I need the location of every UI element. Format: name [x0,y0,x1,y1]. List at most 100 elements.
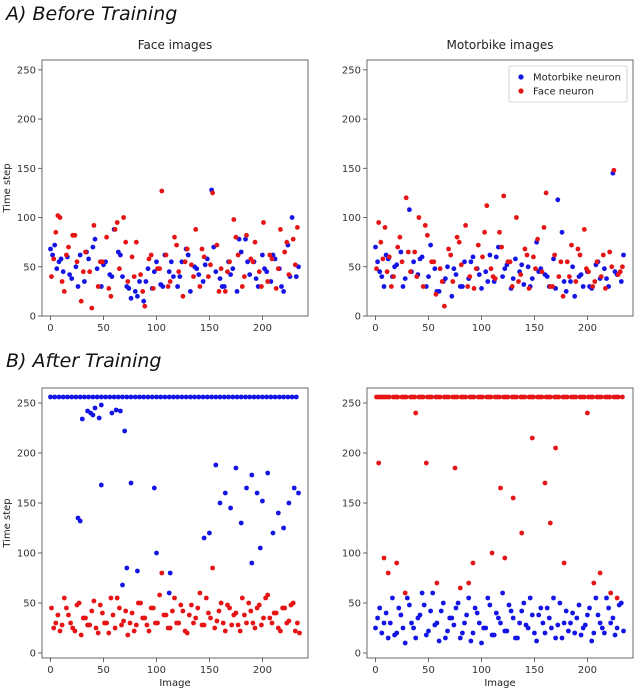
data-point [49,605,54,611]
data-point [275,510,281,516]
data-point [387,620,393,626]
data-point [257,545,263,551]
data-point [436,638,442,644]
data-point [478,394,483,400]
data-point [518,272,524,277]
data-point [86,394,91,400]
y-tick-label: 250 [342,399,361,410]
data-point [486,394,492,400]
data-point [523,622,529,628]
data-point [373,244,378,250]
data-point [469,394,475,400]
data-point [529,435,535,441]
data-point [256,269,262,275]
data-point [376,460,382,466]
data-point [289,215,295,220]
data-point [380,256,386,262]
data-point [225,269,230,275]
data-point [536,612,542,618]
data-point [569,242,574,248]
data-point [221,394,227,400]
data-point [291,485,297,491]
data-point [607,249,613,255]
data-point [612,632,618,638]
data-point [374,266,379,272]
data-point [603,286,608,291]
data-point [522,246,528,252]
y-tick-label: 50 [348,599,361,610]
data-point [397,234,403,240]
data-point [238,249,244,255]
data-point [51,256,57,262]
data-point [166,269,172,275]
data-point [238,394,244,400]
data-point [182,628,188,634]
data-point [213,269,219,275]
data-point [213,462,219,468]
data-point [435,394,441,400]
data-point [473,266,479,272]
data-point [227,259,233,265]
data-point [579,394,585,400]
data-point [605,394,610,400]
data-point [452,394,458,400]
data-point [532,630,537,636]
data-point [249,472,255,478]
data-point [297,630,302,636]
data-point [269,256,275,262]
data-point [286,500,292,506]
y-tick-label: 50 [348,262,361,273]
data-point [239,595,245,601]
data-point [411,625,416,631]
data-point [142,303,148,309]
data-point [292,262,298,268]
data-point [135,568,140,574]
data-point [108,293,114,299]
data-point [604,276,609,281]
data-point [552,252,557,258]
data-point [265,279,271,284]
data-point [489,632,495,638]
data-point [55,213,61,219]
data-point [197,284,203,289]
data-point [191,620,196,626]
data-point [521,282,527,287]
data-point [275,625,281,631]
y-tick-label: 150 [17,499,36,510]
data-point [384,394,390,400]
x-tick-label: 50 [422,323,435,334]
y-tick-label: 50 [23,262,36,273]
data-point [157,592,163,598]
data-point [200,279,206,284]
data-point [222,628,228,634]
legend-entry: Motorbike neuron [533,73,621,84]
data-point [602,630,607,636]
data-point [172,234,177,240]
data-point [470,630,476,636]
data-point [451,266,457,272]
data-point [260,252,265,258]
data-point [546,615,552,621]
data-point [617,269,623,275]
y-tick-label: 150 [342,499,361,510]
data-point [288,602,294,608]
data-point [568,620,573,626]
data-point [254,490,260,496]
data-point [259,284,264,289]
data-point [61,595,67,601]
data-point [125,279,131,284]
data-point [100,610,105,616]
data-point [402,640,408,646]
data-point [286,272,292,277]
panel-title: Face images [138,38,213,52]
data-point [417,256,423,262]
data-point [137,394,142,400]
data-point [254,605,260,611]
data-point [542,630,548,636]
data-point [376,394,382,400]
data-point [89,608,95,614]
data-point [561,279,567,284]
data-point [533,266,538,272]
data-point [463,223,468,228]
data-point [448,252,454,258]
